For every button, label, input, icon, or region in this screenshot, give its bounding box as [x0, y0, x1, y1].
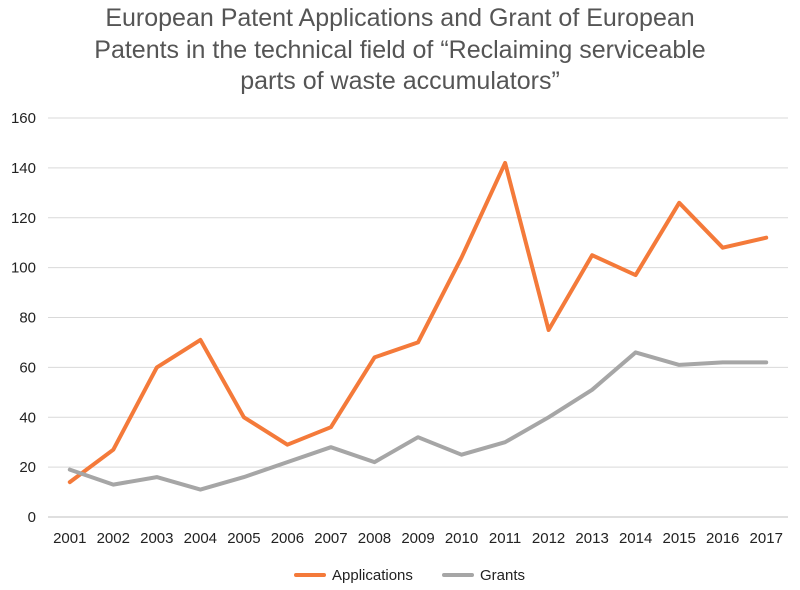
- x-tick-label: 2009: [401, 530, 434, 547]
- x-tick-label: 2012: [532, 530, 565, 547]
- series-lines: [67, 160, 769, 492]
- y-axis-tick-labels: 0 20 40 60 80 100 120 140 160: [11, 110, 36, 526]
- legend-label-grants: Grants: [480, 567, 525, 584]
- y-tick-label: 40: [19, 409, 36, 426]
- y-tick-label: 140: [11, 160, 36, 177]
- series-line-grants: [67, 350, 769, 492]
- chart-title-line-3: parts of waste accumulators”: [240, 67, 560, 95]
- x-tick-label: 2015: [662, 530, 695, 547]
- y-tick-label: 20: [19, 459, 36, 476]
- chart-title-line-1: European Patent Applications and Grant o…: [105, 4, 694, 32]
- x-tick-label: 2002: [97, 530, 130, 547]
- legend: Applications Grants: [294, 567, 525, 584]
- chart-title: European Patent Applications and Grant o…: [94, 4, 705, 95]
- y-tick-label: 0: [28, 509, 36, 526]
- x-tick-label: 2005: [227, 530, 260, 547]
- x-tick-label: 2008: [358, 530, 391, 547]
- x-tick-label: 2003: [140, 530, 173, 547]
- y-tick-label: 160: [11, 110, 36, 127]
- y-tick-label: 60: [19, 359, 36, 376]
- x-tick-label: 2007: [314, 530, 347, 547]
- x-axis-tick-labels: 2001 2002 2003 2004 2005 2006 2007 2008 2009 2010…: [53, 530, 783, 547]
- x-tick-label: 2006: [271, 530, 304, 547]
- x-tick-label: 2017: [750, 530, 783, 547]
- series-line-applications: [67, 160, 769, 485]
- chart-title-line-2: Patents in the technical field of “Recla…: [94, 36, 705, 64]
- legend-label-applications: Applications: [332, 567, 413, 584]
- x-tick-label: 2004: [184, 530, 217, 547]
- y-tick-label: 80: [19, 310, 36, 327]
- y-tick-label: 120: [11, 210, 36, 227]
- x-tick-label: 2011: [489, 530, 521, 547]
- y-tick-label: 100: [11, 260, 36, 277]
- x-tick-label: 2013: [575, 530, 608, 547]
- x-tick-label: 2001: [53, 530, 86, 547]
- x-tick-label: 2014: [619, 530, 652, 547]
- x-tick-label: 2010: [445, 530, 478, 547]
- x-tick-label: 2016: [706, 530, 739, 547]
- gridlines: [48, 117, 788, 518]
